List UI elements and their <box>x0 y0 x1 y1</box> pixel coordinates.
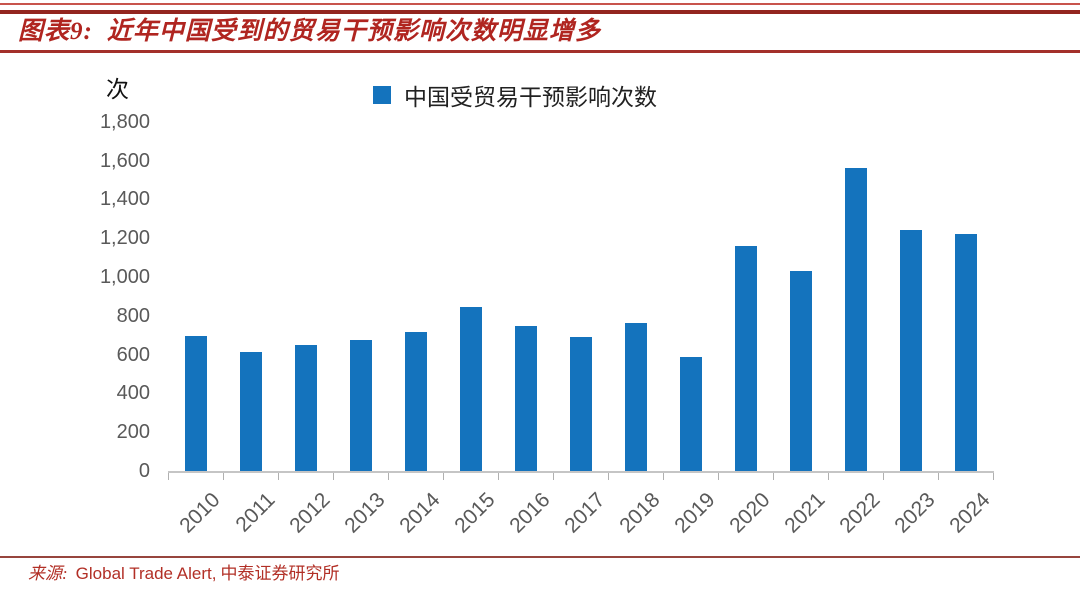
x-axis-tick <box>388 473 389 480</box>
x-axis-tick <box>608 473 609 480</box>
x-axis-tick <box>498 473 499 480</box>
x-axis-tick <box>443 473 444 480</box>
bar-2018 <box>624 322 647 471</box>
x-tick-label: 2019 <box>669 488 720 538</box>
legend-label: 中国受贸易干预影响次数 <box>404 84 657 110</box>
bar-2010 <box>184 336 207 471</box>
title-underline <box>0 50 1080 53</box>
y-axis-unit-label: 次 <box>106 76 129 102</box>
figure-title-text: 近年中国受到的贸易干预影响次数明显增多 <box>106 18 601 45</box>
x-axis-tick <box>828 473 829 480</box>
x-axis-tick <box>718 473 719 480</box>
x-axis-tick <box>553 473 554 480</box>
x-tick-label: 2021 <box>779 488 830 538</box>
footer-rule <box>0 556 1080 558</box>
x-axis-tick <box>223 473 224 480</box>
legend-color-swatch <box>373 86 391 104</box>
bar-2013 <box>349 340 372 471</box>
x-tick-label: 2020 <box>724 488 775 538</box>
source-name-latin: Global Trade Alert, <box>75 564 217 583</box>
y-tick-label: 0 <box>138 460 150 482</box>
x-tick-label: 2017 <box>559 488 610 538</box>
x-tick-label: 2022 <box>834 488 885 538</box>
bar-2019 <box>679 356 702 471</box>
x-tick-label: 2018 <box>614 488 665 538</box>
x-tick-label: 2016 <box>504 488 555 538</box>
y-tick-label: 1,400 <box>99 188 150 211</box>
x-tick-label: 2024 <box>944 488 995 538</box>
y-tick-label: 1,600 <box>99 149 150 172</box>
x-axis-tick <box>938 473 939 480</box>
header-rule <box>0 10 1080 14</box>
y-tick-label: 1,000 <box>99 266 150 288</box>
x-tick-label: 2012 <box>284 488 335 538</box>
y-tick-label: 200 <box>116 421 150 444</box>
x-axis-tick <box>993 473 994 480</box>
chart-legend: 中国受贸易干预影响次数 <box>373 83 657 110</box>
figure-title: 图表9: 近年中国受到的贸易干预影响次数明显增多 <box>18 15 601 49</box>
source-name-cn: 中泰证券研究所 <box>220 564 340 583</box>
y-tick-label: 1,200 <box>99 227 150 250</box>
x-tick-label: 2015 <box>449 488 500 538</box>
figure-number: 图表9: <box>18 18 93 45</box>
bar-2023 <box>899 230 922 471</box>
x-tick-label: 2014 <box>394 488 445 538</box>
bar-2021 <box>789 271 812 471</box>
y-tick-label: 1,800 <box>99 110 150 133</box>
bar-2020 <box>734 245 757 471</box>
bar-2016 <box>514 326 537 471</box>
bar-2011 <box>239 351 262 471</box>
bar-2015 <box>459 307 482 471</box>
x-axis-tick <box>168 473 169 480</box>
y-tick-label: 600 <box>116 343 150 366</box>
bar-2024 <box>954 234 977 471</box>
y-tick-label: 800 <box>116 304 150 327</box>
bar-2012 <box>294 344 317 471</box>
top-accent-line <box>0 3 1080 5</box>
x-tick-label: 2011 <box>230 488 280 537</box>
x-axis-tick <box>663 473 664 480</box>
x-tick-label: 2023 <box>889 488 940 538</box>
bar-2022 <box>844 168 867 471</box>
bar-2014 <box>404 332 427 471</box>
x-axis-tick <box>773 473 774 480</box>
x-axis-tick <box>883 473 884 480</box>
bar-2017 <box>569 337 592 471</box>
source-note: 来源: Global Trade Alert, 中泰证券研究所 <box>28 562 339 586</box>
y-tick-label: 400 <box>116 382 150 405</box>
source-label: 来源: <box>28 564 68 583</box>
x-axis-tick <box>278 473 279 480</box>
x-tick-label: 2013 <box>339 488 390 538</box>
x-axis-tick <box>333 473 334 480</box>
x-axis-line <box>168 471 994 473</box>
x-tick-label: 2010 <box>174 488 225 538</box>
